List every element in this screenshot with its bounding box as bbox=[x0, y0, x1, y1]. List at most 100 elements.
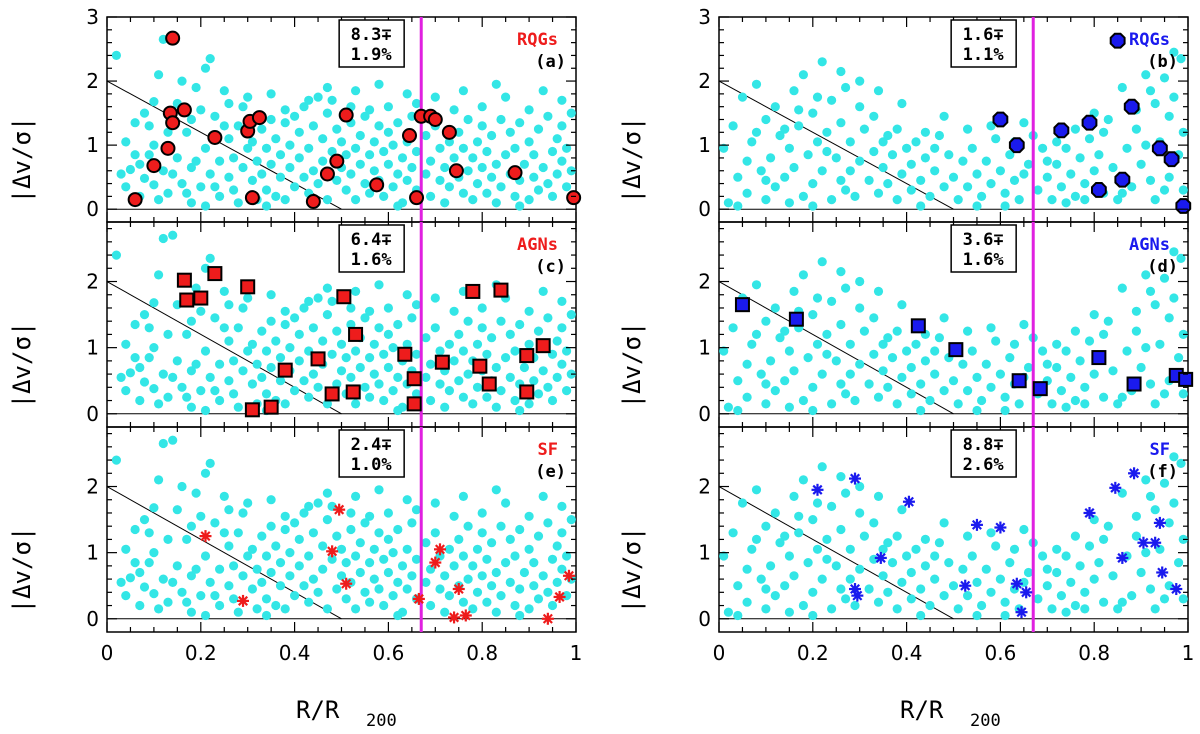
highlight-point bbox=[1151, 140, 1168, 157]
background-point bbox=[728, 121, 738, 131]
background-point bbox=[238, 366, 248, 376]
background-point bbox=[135, 362, 145, 373]
background-point bbox=[186, 366, 196, 376]
background-point bbox=[182, 597, 192, 607]
background-point bbox=[817, 166, 827, 176]
background-point bbox=[318, 156, 328, 166]
background-point bbox=[383, 534, 393, 545]
fraction-line-1: 8.3∓ bbox=[351, 25, 392, 45]
background-point bbox=[393, 405, 403, 416]
background-point bbox=[836, 66, 846, 77]
background-point bbox=[477, 162, 487, 173]
y-tick-label: 2 bbox=[698, 270, 711, 294]
background-point bbox=[365, 353, 375, 363]
background-point bbox=[991, 541, 1001, 551]
background-point bbox=[149, 97, 159, 107]
background-point bbox=[1052, 137, 1062, 147]
background-point bbox=[948, 376, 959, 386]
background-point bbox=[770, 102, 780, 112]
highlight-point bbox=[1015, 606, 1028, 619]
y-tick-label: 2 bbox=[86, 270, 99, 294]
background-point bbox=[1178, 389, 1188, 399]
background-point bbox=[906, 185, 916, 195]
background-point bbox=[529, 581, 539, 591]
y-tick-label: 0 bbox=[698, 197, 711, 221]
background-point bbox=[883, 538, 893, 548]
background-point bbox=[388, 386, 398, 396]
background-point bbox=[191, 359, 201, 369]
background-point bbox=[1113, 195, 1123, 205]
background-point bbox=[1042, 581, 1052, 591]
background-point bbox=[210, 518, 220, 528]
background-point bbox=[836, 524, 846, 535]
background-point bbox=[505, 127, 515, 137]
y-tick-label: 1 bbox=[86, 336, 99, 360]
background-point bbox=[883, 587, 893, 597]
background-point bbox=[803, 558, 813, 568]
background-point bbox=[158, 233, 168, 244]
background-point bbox=[547, 600, 558, 611]
background-point bbox=[472, 382, 483, 392]
panel-letter: (b) bbox=[1147, 52, 1178, 72]
background-point bbox=[1019, 524, 1029, 535]
background-point bbox=[878, 544, 888, 554]
background-point bbox=[836, 267, 846, 277]
background-point bbox=[515, 319, 525, 330]
background-point bbox=[1005, 353, 1015, 363]
background-point bbox=[557, 323, 567, 333]
highlight-point bbox=[333, 503, 346, 516]
background-point bbox=[775, 130, 785, 141]
background-point bbox=[421, 333, 431, 343]
background-point bbox=[430, 498, 440, 508]
background-point bbox=[552, 169, 562, 179]
background-point bbox=[902, 346, 912, 356]
fraction-line-2: 1.6% bbox=[963, 250, 1005, 270]
background-point bbox=[1066, 372, 1076, 382]
background-point bbox=[304, 501, 314, 511]
background-point bbox=[1052, 159, 1062, 169]
background-point bbox=[723, 607, 734, 617]
background-point bbox=[728, 528, 738, 538]
background-point bbox=[266, 521, 276, 531]
background-point bbox=[275, 581, 286, 591]
background-point bbox=[939, 182, 949, 192]
background-point bbox=[1122, 346, 1132, 356]
background-point bbox=[355, 362, 365, 373]
background-point bbox=[920, 561, 931, 571]
background-point bbox=[224, 581, 234, 591]
background-point bbox=[798, 395, 809, 406]
background-point bbox=[543, 587, 553, 597]
background-point bbox=[318, 541, 328, 551]
background-point bbox=[1150, 399, 1160, 409]
background-point bbox=[186, 402, 196, 412]
background-point bbox=[336, 571, 347, 581]
background-point bbox=[407, 518, 417, 528]
background-point bbox=[566, 310, 576, 320]
background-point bbox=[1052, 362, 1062, 373]
background-point bbox=[803, 150, 813, 160]
background-point bbox=[986, 528, 996, 538]
background-point bbox=[920, 356, 931, 366]
background-point bbox=[780, 376, 790, 386]
background-point bbox=[972, 610, 982, 621]
background-point bbox=[1117, 188, 1127, 198]
background-point bbox=[864, 379, 874, 389]
background-point bbox=[1164, 111, 1174, 121]
background-point bbox=[916, 610, 926, 621]
background-point bbox=[1061, 143, 1071, 153]
fraction-box bbox=[338, 19, 405, 68]
background-point bbox=[1141, 70, 1151, 80]
background-point bbox=[1155, 339, 1165, 349]
background-point bbox=[1019, 118, 1029, 128]
background-point bbox=[116, 169, 126, 179]
background-point bbox=[346, 169, 356, 179]
background-point bbox=[440, 162, 450, 173]
background-point bbox=[135, 395, 145, 406]
background-point bbox=[1145, 584, 1156, 594]
background-point bbox=[472, 339, 483, 349]
background-point bbox=[336, 544, 347, 554]
background-point bbox=[981, 359, 991, 369]
background-point bbox=[430, 528, 440, 538]
background-point bbox=[491, 485, 501, 495]
background-point bbox=[557, 296, 567, 306]
